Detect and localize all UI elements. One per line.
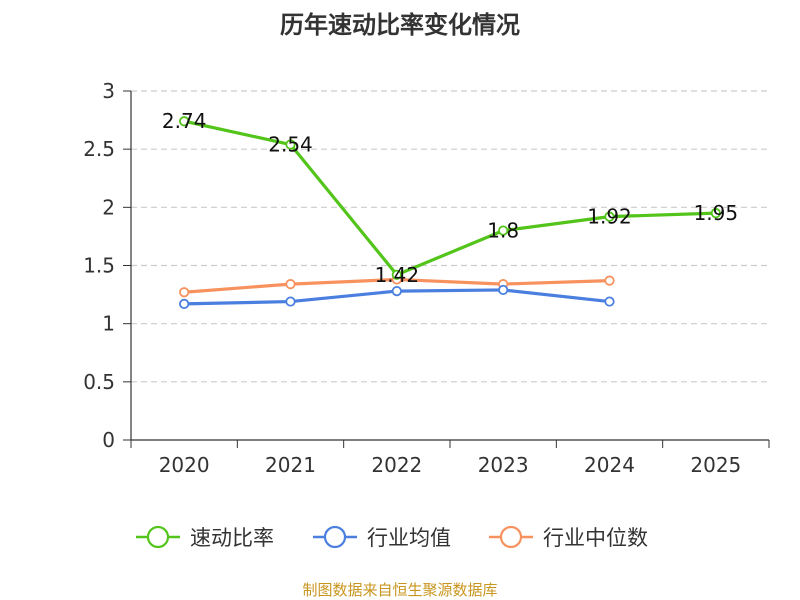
- data-point[interactable]: [179, 116, 190, 127]
- legend-label[interactable]: 速动比率: [190, 526, 274, 550]
- y-tick-label: 2: [102, 195, 115, 219]
- data-point[interactable]: [710, 208, 721, 219]
- data-label: 2.74: [162, 109, 207, 133]
- x-tick-label: 2022: [371, 453, 422, 477]
- y-tick-label: 1: [102, 312, 115, 336]
- legend-marker[interactable]: [323, 525, 347, 549]
- data-point[interactable]: [498, 284, 509, 296]
- data-point[interactable]: [179, 298, 190, 309]
- data-point[interactable]: [498, 225, 509, 236]
- data-label: 1.8: [487, 219, 519, 243]
- data-point[interactable]: [604, 275, 615, 286]
- data-point[interactable]: [179, 287, 190, 298]
- data-point[interactable]: [285, 279, 296, 290]
- data-point[interactable]: [391, 285, 402, 297]
- data-label: 1.95: [694, 201, 739, 225]
- series-line: [183, 119, 716, 277]
- y-tick-label: 1.5: [83, 254, 115, 278]
- data-point[interactable]: [285, 139, 296, 150]
- gridlines: [131, 90, 769, 383]
- axes: 0 0.5 1 1.5 2 2.5 3 2020 2021 2022 2023 2024 2025: [83, 79, 770, 477]
- data-point[interactable]: [391, 269, 402, 280]
- y-tick-label: 2.5: [83, 137, 115, 161]
- x-tick-label: 2020: [159, 453, 210, 477]
- legend-label[interactable]: 行业中位数: [543, 526, 648, 550]
- data-point[interactable]: [604, 211, 615, 222]
- legend-marker[interactable]: [499, 525, 523, 549]
- y-tick-label: 0: [102, 428, 115, 452]
- x-tick-label: 2021: [265, 453, 316, 477]
- y-tick-label: 0.5: [83, 370, 115, 394]
- legend-marker[interactable]: [146, 525, 170, 549]
- series-lines: [179, 116, 721, 309]
- x-tick-label: 2024: [584, 453, 635, 477]
- y-tick-label: 3: [102, 79, 115, 103]
- data-point[interactable]: [285, 296, 296, 307]
- data-label: 2.54: [268, 133, 313, 157]
- data-point[interactable]: [604, 296, 615, 307]
- x-tick-label: 2025: [690, 453, 741, 477]
- chart-title: 历年速动比率变化情况: [280, 11, 520, 39]
- legend-label[interactable]: 行业均值: [367, 526, 451, 550]
- data-labels: 2.74 2.54 1.42 1.8 1.92 1.95: [162, 109, 738, 287]
- data-label: 1.42: [375, 263, 420, 287]
- x-tick-label: 2023: [478, 453, 529, 477]
- legend: 速动比率 行业均值 行业中位数: [136, 525, 648, 550]
- data-label: 1.92: [587, 205, 632, 229]
- source-note: 制图数据来自恒生聚源数据库: [302, 581, 497, 599]
